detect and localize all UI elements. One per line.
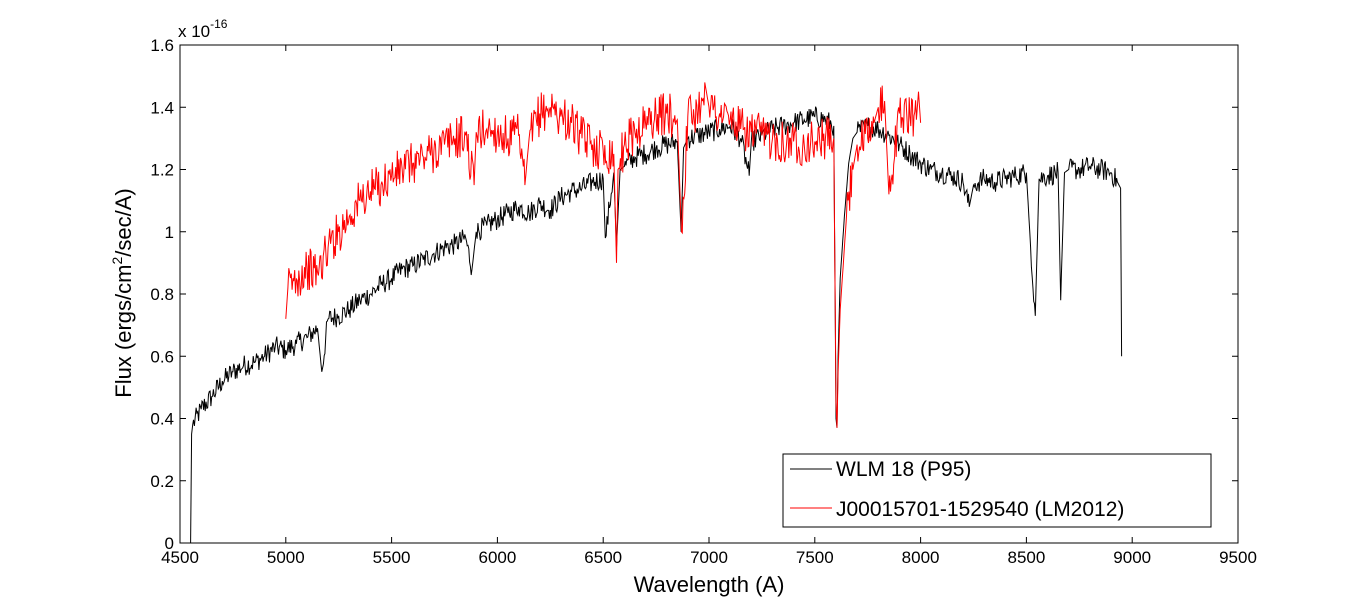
x-tick-label: 6500 [584,548,622,567]
x-tick-label: 5500 [373,548,411,567]
y-axis-label: Flux (ergs/cm2/sec/A) [109,188,136,398]
y-tick-label: 1.6 [150,36,174,55]
x-axis-label: Wavelength (A) [634,572,785,597]
x-tick-label: 5000 [267,548,305,567]
y-axis-label-prefix: Flux (ergs/cm [111,265,136,398]
y-tick-label: 0.8 [150,285,174,304]
legend-label-wlm18: WLM 18 (P95) [836,458,971,481]
x-tick-label: 9000 [1113,548,1151,567]
legend-box [782,453,1212,528]
x-tick-label: 6000 [478,548,516,567]
exponent-base: x 10 [178,22,210,41]
y-axis-label-sup: 2 [109,257,125,265]
y-axis-label-suffix: /sec/A) [111,188,136,256]
x-tick-label: 9500 [1219,548,1257,567]
series-line-j00015701 [285,82,922,428]
y-tick-label: 0.4 [150,410,174,429]
y-tick-label: 0.6 [150,347,174,366]
y-tick-label: 1.4 [150,98,174,117]
legend: WLM 18 (P95) J00015701-1529540 (LM2012) [782,453,1212,528]
x-tick-label: 8500 [1007,548,1045,567]
y-tick-label: 1.2 [150,161,174,180]
y-tick-label: 1 [165,223,174,242]
exponent-power: -16 [210,17,228,31]
x-tick-label: 8000 [902,548,940,567]
x-axis-ticks: 4500 5000 5500 6000 6500 7000 7500 8000 8500 9000… [161,45,1257,567]
y-tick-label: 0.2 [150,472,174,491]
x-tick-label: 4500 [161,548,199,567]
series-line-wlm18 [190,106,1123,544]
legend-label-j00015701: J00015701-1529540 (LM2012) [836,498,1124,521]
y-axis-exponent: x 10-16 [178,17,228,41]
x-tick-label: 7500 [796,548,834,567]
x-tick-label: 7000 [690,548,728,567]
series-layer [190,82,1123,544]
y-tick-label: 0 [165,534,174,553]
y-axis-ticks: 0 0.2 0.4 0.6 0.8 1 1.2 1.4 1.6 [150,36,1238,553]
